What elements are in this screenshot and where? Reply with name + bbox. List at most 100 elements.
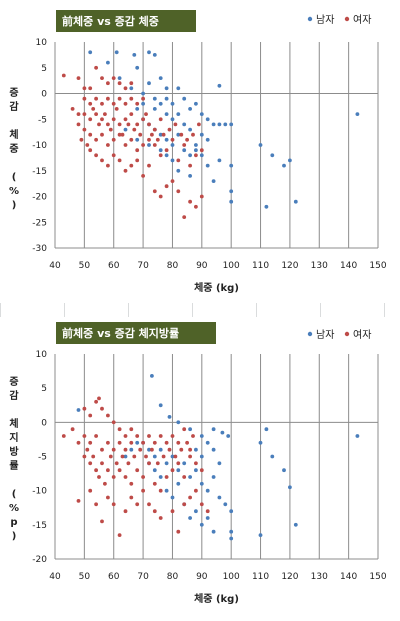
data-point [182,475,187,479]
data-point [123,447,128,452]
data-point [158,475,163,479]
x-tick-label: 50 [79,261,91,271]
data-point [94,434,98,438]
data-point [76,76,81,80]
data-point [111,153,116,158]
data-point [205,117,210,122]
data-point [111,137,116,142]
x-tick-label: 110 [252,572,269,582]
data-point [194,148,198,153]
x-tick-label: 50 [79,572,91,582]
data-point [126,461,131,466]
data-point [76,408,81,412]
data-point [117,427,122,432]
data-point [123,143,128,147]
data-point [88,86,93,91]
data-point [220,430,225,435]
data-point [211,529,216,534]
data-point [191,132,195,137]
data-point [229,529,234,534]
legend-label: 남자 [316,329,334,341]
data-point [114,50,119,55]
data-point [158,488,163,493]
data-point [199,434,204,438]
data-point [135,158,140,163]
data-point [132,53,137,57]
data-point [150,132,154,137]
data-point [120,454,125,459]
data-point [158,153,163,158]
y-axis-title-char: 률 [9,460,18,472]
data-point [88,488,93,493]
data-point [188,427,193,432]
data-point [258,143,263,147]
data-point [188,174,193,178]
data-point [126,122,131,127]
data-point [97,396,101,401]
data-point [152,127,157,132]
data-point [135,65,140,70]
data-point [138,447,143,452]
data-point [82,96,87,101]
data-point [194,447,198,452]
data-point [106,143,110,147]
x-tick-label: 130 [311,261,328,271]
data-point [82,86,87,91]
data-point [94,96,98,101]
data-point [106,413,110,418]
data-point [158,132,163,137]
x-axis-title: 체중 (kg) [194,592,239,605]
data-point [188,447,193,452]
data-point [164,153,169,158]
x-tick-label: 70 [137,261,149,271]
data-point [170,434,175,438]
data-point [123,509,128,514]
data-point [226,434,231,438]
data-point [79,137,84,142]
y-tick-label: 5 [41,384,47,394]
chart-title: 前체중 vs 증감 체중 [62,14,159,28]
data-point [229,199,234,204]
data-point [182,502,187,507]
data-point [282,163,286,168]
data-point [158,516,163,520]
data-point [176,86,181,91]
data-point [141,143,146,147]
data-point [135,148,140,153]
data-point [141,488,146,493]
data-point [197,122,201,127]
data-point [194,488,198,493]
data-point [264,427,269,432]
data-point [82,127,87,132]
y-axis-title-char: p [10,517,17,528]
data-point [106,163,110,168]
data-point [141,117,146,122]
y-tick-label: -5 [38,115,47,125]
data-point [173,122,178,127]
data-point [176,420,181,425]
data-point [176,168,181,173]
data-point [61,73,66,78]
data-point [164,148,169,153]
data-point [170,509,175,514]
data-point [147,434,151,438]
legend: 남자 여자 [307,329,371,341]
data-point [129,447,134,452]
x-tick-label: 110 [252,261,269,271]
data-point [117,468,122,473]
y-tick-label: 0 [41,90,47,100]
y-axis-title-char: 지 [9,431,18,444]
y-tick-label: 0 [41,418,47,428]
y-tick-label: -15 [32,521,47,531]
data-point [152,107,157,111]
data-point [155,137,160,142]
data-point [211,427,216,432]
data-point [152,440,157,445]
data-point [164,475,169,479]
chart-weight-change: 40 50 60 70 80 90 100 110 120 130 140 150 10 5 0 -5 -10-… [0,0,400,303]
data-point [170,101,175,106]
data-point [123,454,128,459]
y-tick-label: 10 [36,350,48,360]
data-point [94,502,98,507]
